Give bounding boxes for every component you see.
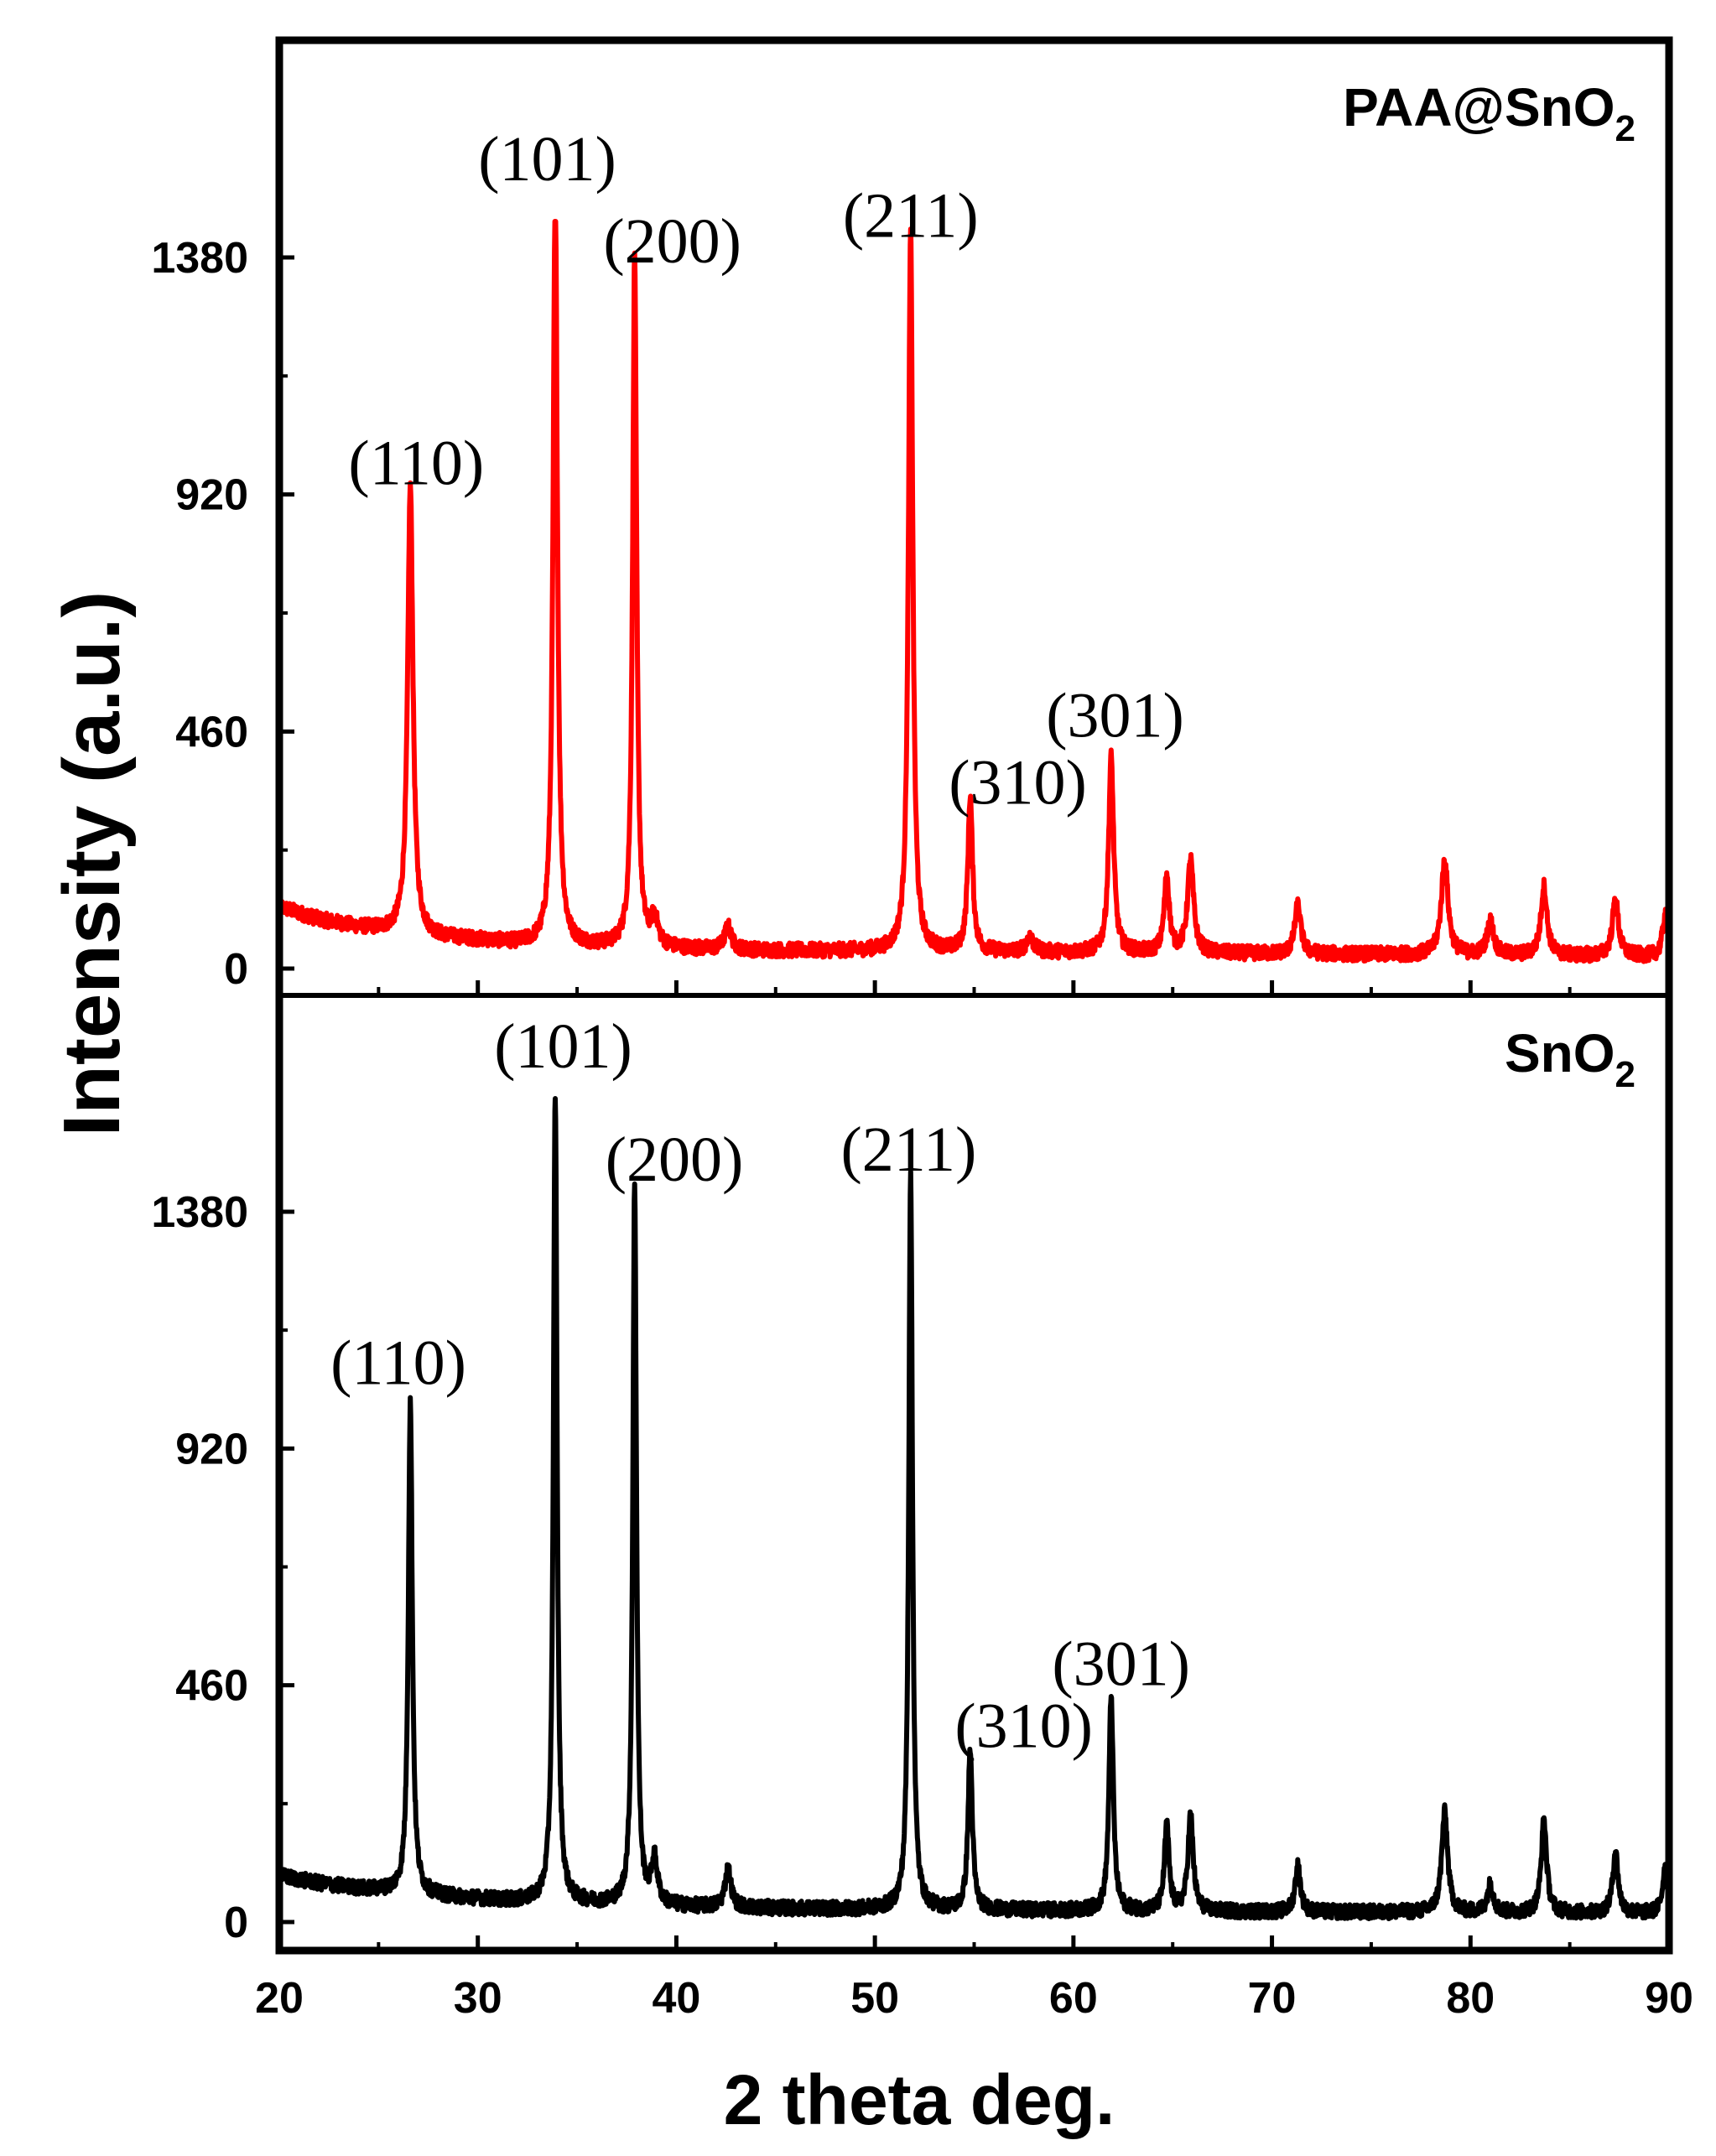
x-tick-label: 40	[653, 1974, 701, 2023]
x-tick-label: 70	[1248, 1974, 1297, 2023]
y-tick-label: 460	[175, 708, 248, 756]
spectrum-line	[277, 219, 1672, 964]
x-tick-label: 60	[1049, 1974, 1098, 2023]
y-tick-label: 1380	[151, 1188, 248, 1237]
y-tick-label: 920	[175, 471, 248, 520]
series-name: PAA@SnO2	[1343, 77, 1635, 149]
x-tick-label: 30	[454, 1974, 502, 2023]
x-tick-label: 50	[850, 1974, 899, 2023]
x-tick-label: 90	[1645, 1974, 1693, 2023]
y-tick-label: 1380	[151, 234, 248, 283]
x-tick-label: 20	[255, 1974, 304, 2023]
peak-label: (211)	[840, 1114, 976, 1185]
x-tick-label: 80	[1446, 1974, 1495, 2023]
peak-label: (310)	[949, 747, 1087, 818]
peak-label: (301)	[1046, 680, 1184, 751]
y-tick-label: 0	[224, 945, 248, 994]
peak-label: (110)	[330, 1328, 466, 1399]
peak-label: (101)	[494, 1011, 632, 1082]
peak-label: (211)	[843, 180, 979, 251]
series-name: SnO2	[1505, 1023, 1635, 1095]
peak-label: (101)	[478, 124, 616, 195]
panel-paa-sno2: (110) (101) (200) (211) (310)(301) PAA@SnO2	[277, 77, 1672, 964]
peak-label: (110)	[348, 428, 484, 498]
x-axis-title: 2 theta deg.	[724, 2060, 1115, 2139]
peak-label: (200)	[603, 206, 741, 277]
peak-label: (310)	[954, 1691, 1093, 1761]
spectrum-line	[277, 1096, 1672, 1921]
y-tick-label: 920	[175, 1425, 248, 1473]
peak-label: (301)	[1052, 1629, 1190, 1700]
y-tick-label: 0	[224, 1899, 248, 1947]
panel-sno2: (110) (101) (200) (211) (310)(301) SnO2	[277, 1011, 1672, 1921]
y-tick-label: 460	[175, 1662, 248, 1711]
y-axis-title: Intensity (a.u.)	[47, 591, 137, 1137]
peak-label: (200)	[606, 1125, 744, 1195]
